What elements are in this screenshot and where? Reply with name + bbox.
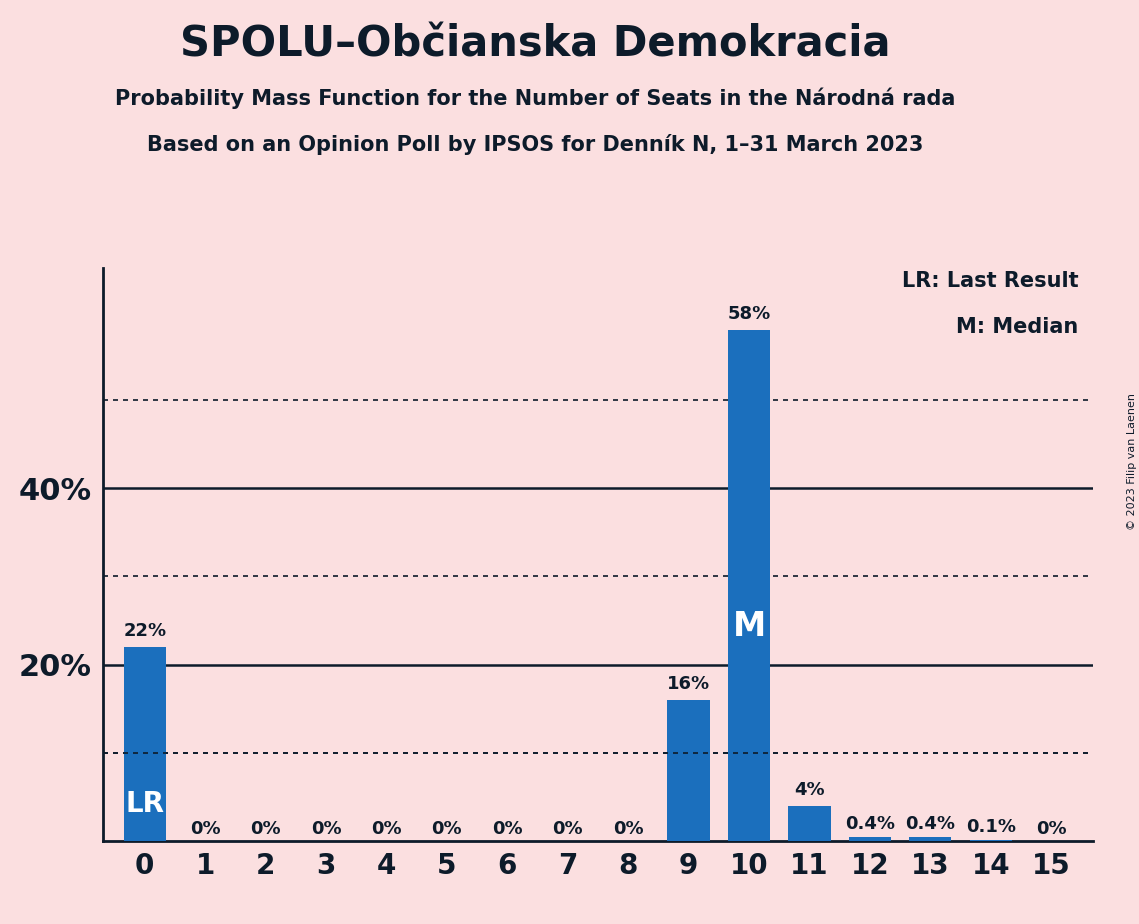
Text: 0.1%: 0.1% (966, 818, 1016, 835)
Text: 0.4%: 0.4% (845, 815, 895, 833)
Text: 0.4%: 0.4% (906, 815, 956, 833)
Text: 0%: 0% (552, 821, 583, 838)
Text: 0%: 0% (371, 821, 402, 838)
Text: 4%: 4% (794, 781, 825, 798)
Bar (788, 806, 830, 841)
Bar (124, 647, 166, 841)
Bar (667, 699, 710, 841)
Text: 0%: 0% (190, 821, 221, 838)
Text: M: Median: M: Median (957, 317, 1079, 336)
Text: 0%: 0% (613, 821, 644, 838)
Bar (728, 330, 770, 841)
Text: 16%: 16% (667, 675, 711, 693)
Text: LR: Last Result: LR: Last Result (902, 271, 1079, 291)
Text: Probability Mass Function for the Number of Seats in the Národná rada: Probability Mass Function for the Number… (115, 88, 956, 109)
Text: Based on an Opinion Poll by IPSOS for Denník N, 1–31 March 2023: Based on an Opinion Poll by IPSOS for De… (147, 134, 924, 155)
Text: LR: LR (125, 790, 164, 818)
Text: 0%: 0% (311, 821, 342, 838)
Text: 0%: 0% (492, 821, 523, 838)
Bar (909, 837, 951, 841)
Text: M: M (732, 610, 765, 643)
Text: 0%: 0% (432, 821, 462, 838)
Bar (849, 837, 891, 841)
Text: 58%: 58% (728, 305, 771, 322)
Text: 22%: 22% (123, 622, 166, 640)
Text: © 2023 Filip van Laenen: © 2023 Filip van Laenen (1126, 394, 1137, 530)
Text: SPOLU–Občianska Demokracia: SPOLU–Občianska Demokracia (180, 23, 891, 65)
Text: 0%: 0% (251, 821, 281, 838)
Text: 0%: 0% (1035, 821, 1066, 838)
